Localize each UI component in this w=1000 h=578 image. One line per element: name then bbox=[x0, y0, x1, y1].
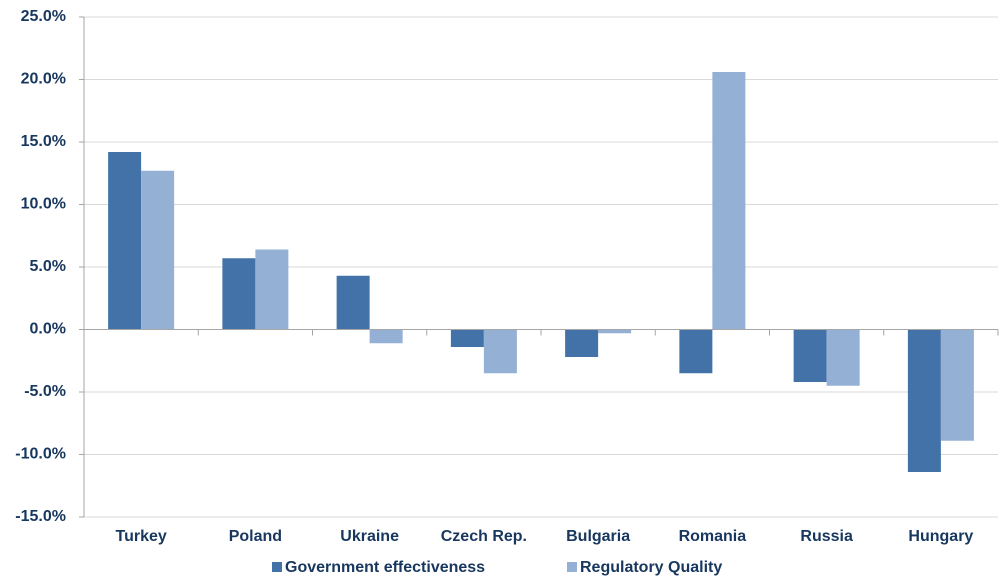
bar bbox=[565, 329, 599, 357]
bar bbox=[255, 249, 289, 330]
x-tick-label: Czech Rep. bbox=[441, 528, 527, 545]
y-tick-label: 0.0% bbox=[30, 321, 66, 338]
y-tick-label: 15.0% bbox=[21, 133, 66, 150]
bar bbox=[108, 152, 142, 330]
bar bbox=[940, 329, 974, 441]
x-tick-label: Turkey bbox=[115, 528, 166, 545]
y-tick-label: 5.0% bbox=[30, 258, 66, 275]
bar bbox=[907, 329, 941, 472]
bar bbox=[679, 329, 713, 374]
x-tick-label: Ukraine bbox=[340, 528, 399, 545]
bar bbox=[369, 329, 403, 344]
y-tick-label: 10.0% bbox=[21, 196, 66, 213]
x-tick-label: Bulgaria bbox=[566, 528, 630, 545]
legend-label: Regulatory Quality bbox=[580, 559, 722, 576]
bar bbox=[793, 329, 827, 382]
legend-swatch bbox=[567, 562, 577, 572]
y-tick-label: 20.0% bbox=[21, 71, 66, 88]
bar bbox=[222, 258, 256, 330]
bar bbox=[826, 329, 860, 386]
bar bbox=[141, 170, 175, 330]
x-tick-label: Hungary bbox=[908, 528, 973, 545]
x-tick-label: Romania bbox=[679, 528, 747, 545]
y-tick-label: -15.0% bbox=[15, 508, 66, 525]
bar bbox=[336, 275, 370, 330]
x-tick-label: Poland bbox=[229, 528, 282, 545]
y-tick-label: 25.0% bbox=[21, 8, 66, 25]
bar bbox=[712, 72, 746, 330]
legend-label: Government effectiveness bbox=[285, 559, 485, 576]
legend-swatch bbox=[272, 562, 282, 572]
bar bbox=[450, 329, 484, 347]
bar bbox=[483, 329, 517, 374]
x-tick-label: Russia bbox=[800, 528, 853, 545]
y-tick-label: -10.0% bbox=[15, 446, 66, 463]
y-tick-label: -5.0% bbox=[24, 383, 66, 400]
bar bbox=[598, 329, 632, 334]
